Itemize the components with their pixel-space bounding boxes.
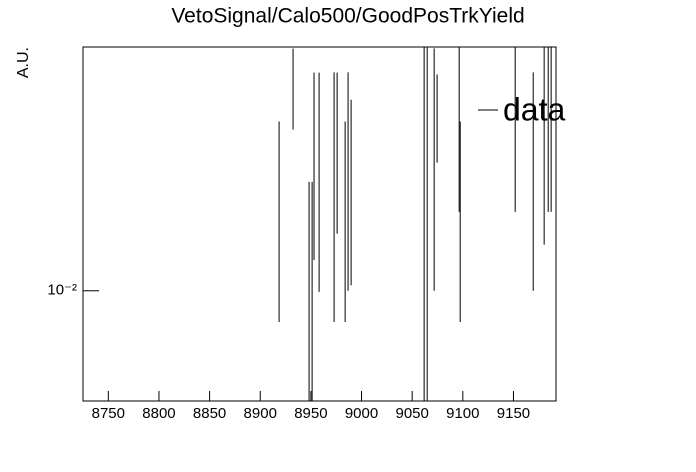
x-tick-label: 9050 xyxy=(395,405,428,422)
x-tick-label: 8750 xyxy=(92,405,125,422)
chart-title: VetoSignal/Calo500/GoodPosTrkYield xyxy=(171,5,524,28)
x-tick-label: 8950 xyxy=(294,405,327,422)
x-tick-label: 9150 xyxy=(497,405,530,422)
x-tick-label: 8850 xyxy=(193,405,226,422)
x-tick-label: 9000 xyxy=(345,405,378,422)
plot-area xyxy=(278,47,552,401)
x-tick-label: 9100 xyxy=(446,405,479,422)
plot-frame xyxy=(82,46,557,402)
y-axis-label: A.U. xyxy=(15,47,32,78)
y-tick-label: 10⁻² xyxy=(47,282,77,299)
x-tick-label: 8900 xyxy=(244,405,277,422)
x-tick-label: 8800 xyxy=(142,405,175,422)
legend-label: data xyxy=(503,91,565,127)
